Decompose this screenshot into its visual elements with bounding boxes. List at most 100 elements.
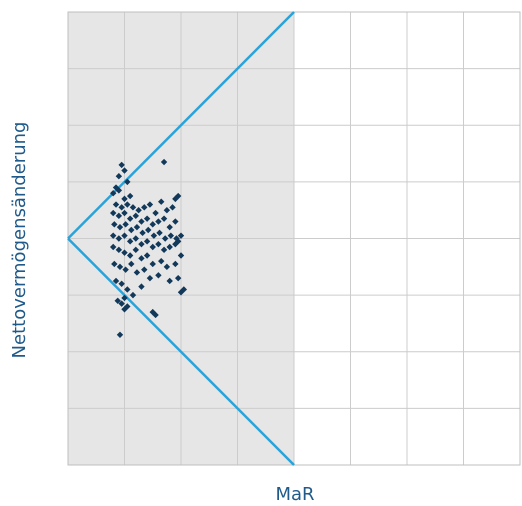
data-point bbox=[132, 235, 139, 242]
data-point bbox=[129, 204, 137, 211]
data-point bbox=[177, 289, 185, 296]
data-point bbox=[145, 226, 152, 234]
data-point bbox=[121, 195, 128, 203]
data-point bbox=[166, 223, 173, 231]
data-point bbox=[110, 243, 117, 251]
data-point bbox=[160, 158, 168, 166]
data-point bbox=[126, 215, 134, 222]
data-point bbox=[143, 215, 151, 222]
data-point bbox=[115, 246, 123, 254]
data-point bbox=[146, 274, 154, 282]
data-point bbox=[143, 252, 151, 259]
data-point bbox=[169, 204, 176, 211]
data-point bbox=[166, 243, 173, 251]
data-point bbox=[149, 221, 156, 228]
data-point bbox=[149, 308, 156, 316]
data-point bbox=[110, 190, 117, 197]
data-point bbox=[146, 201, 154, 208]
data-point bbox=[121, 294, 128, 302]
data-point bbox=[114, 297, 121, 304]
data-point bbox=[158, 257, 165, 265]
data-point bbox=[166, 277, 173, 285]
data-point bbox=[118, 161, 125, 169]
data-point bbox=[110, 232, 117, 239]
data-point bbox=[172, 218, 179, 225]
data-point bbox=[121, 232, 128, 239]
data-point bbox=[112, 201, 120, 208]
data-point bbox=[149, 260, 156, 268]
data-point bbox=[174, 238, 182, 245]
data-point bbox=[138, 240, 145, 248]
data-point bbox=[143, 238, 151, 245]
data-point bbox=[180, 286, 188, 293]
data-point bbox=[122, 221, 129, 228]
data-point bbox=[126, 238, 134, 245]
data-point bbox=[155, 272, 162, 279]
data-point bbox=[112, 277, 120, 285]
data-point bbox=[150, 232, 158, 239]
data-point bbox=[160, 246, 168, 254]
x-axis-label: MaR bbox=[275, 484, 314, 505]
data-point bbox=[152, 209, 159, 217]
data-points bbox=[110, 158, 188, 338]
data-point bbox=[152, 311, 159, 319]
data-point bbox=[110, 209, 117, 217]
data-point bbox=[158, 198, 165, 205]
data-point bbox=[121, 249, 128, 256]
data-point bbox=[115, 187, 123, 194]
data-point bbox=[172, 195, 179, 203]
data-point bbox=[161, 235, 169, 242]
data-point bbox=[124, 201, 131, 208]
data-point bbox=[126, 192, 134, 200]
y-axis-label: Nettovermögensänderung bbox=[9, 122, 30, 359]
data-point bbox=[124, 286, 131, 293]
data-point bbox=[149, 243, 156, 251]
data-point bbox=[167, 232, 175, 239]
data-point bbox=[135, 206, 142, 214]
data-point bbox=[139, 229, 146, 237]
data-point bbox=[118, 280, 125, 287]
data-point bbox=[138, 283, 145, 290]
data-point bbox=[141, 266, 148, 273]
upper-boundary-line bbox=[67, 11, 295, 240]
data-point bbox=[138, 255, 145, 262]
data-point bbox=[177, 252, 185, 259]
data-point bbox=[118, 300, 125, 307]
data-point bbox=[155, 240, 162, 248]
data-point bbox=[141, 204, 148, 211]
data-point bbox=[138, 218, 145, 225]
data-point bbox=[116, 263, 124, 271]
data-point bbox=[163, 206, 171, 214]
data-point bbox=[126, 252, 134, 259]
data-point bbox=[156, 229, 163, 237]
data-point bbox=[172, 260, 179, 268]
data-point bbox=[115, 173, 123, 180]
data-point bbox=[111, 221, 118, 228]
data-point bbox=[124, 303, 131, 310]
data-point bbox=[128, 260, 135, 268]
data-point bbox=[121, 167, 128, 174]
data-point bbox=[163, 263, 171, 271]
data-point bbox=[160, 215, 168, 222]
data-point bbox=[118, 204, 125, 211]
data-point bbox=[133, 269, 141, 276]
data-point bbox=[116, 331, 124, 338]
data-point bbox=[116, 223, 124, 231]
data-point bbox=[133, 223, 141, 231]
data-point bbox=[115, 235, 123, 242]
data-point bbox=[177, 232, 185, 239]
data-point bbox=[132, 246, 139, 254]
data-point bbox=[174, 274, 182, 282]
data-point bbox=[132, 212, 139, 220]
plot-area bbox=[67, 11, 521, 466]
data-point bbox=[124, 178, 131, 186]
data-point bbox=[129, 291, 137, 299]
data-point bbox=[121, 209, 128, 217]
lower-boundary-line bbox=[67, 237, 295, 466]
data-point bbox=[128, 226, 135, 234]
data-point bbox=[115, 212, 123, 220]
data-point bbox=[111, 260, 118, 268]
data-point bbox=[155, 218, 162, 225]
data-point bbox=[122, 266, 129, 273]
